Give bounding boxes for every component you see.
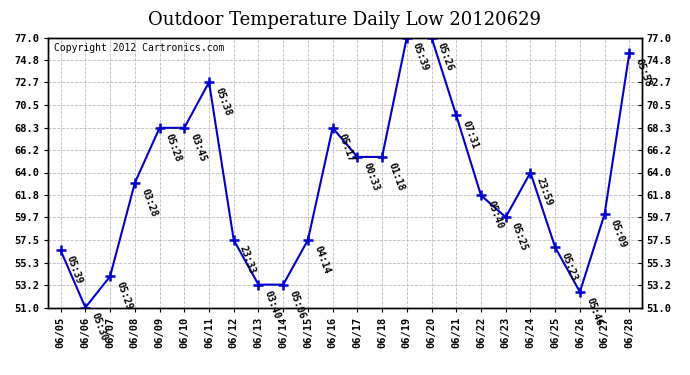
Text: 05:28: 05:28: [164, 132, 183, 163]
Text: 05:30: 05:30: [90, 312, 109, 343]
Text: 04:14: 04:14: [312, 244, 331, 275]
Text: 03:45: 03:45: [188, 132, 208, 163]
Text: 05:46: 05:46: [584, 296, 604, 327]
Text: 05:38: 05:38: [213, 86, 233, 117]
Text: 03:40: 03:40: [263, 289, 282, 320]
Text: 05:17: 05:17: [337, 132, 356, 163]
Text: Copyright 2012 Cartronics.com: Copyright 2012 Cartronics.com: [55, 43, 225, 53]
Text: 05:06: 05:06: [287, 289, 307, 320]
Text: 05:23: 05:23: [560, 251, 579, 282]
Text: 05:25: 05:25: [510, 221, 529, 252]
Text: 07:31: 07:31: [460, 120, 480, 151]
Text: 05:39: 05:39: [411, 42, 431, 73]
Text: 05:29: 05:29: [115, 280, 134, 312]
Text: 00:33: 00:33: [362, 161, 381, 192]
Text: Outdoor Temperature Daily Low 20120629: Outdoor Temperature Daily Low 20120629: [148, 11, 542, 29]
Text: 05:26: 05:26: [435, 42, 455, 73]
Text: 23:33: 23:33: [238, 244, 257, 275]
Text: 23:59: 23:59: [535, 177, 554, 208]
Text: 05:09: 05:09: [609, 218, 628, 249]
Text: 03:28: 03:28: [139, 187, 159, 218]
Text: 05:40: 05:40: [485, 200, 504, 231]
Text: 05:58: 05:58: [633, 57, 653, 88]
Text: 05:39: 05:39: [65, 255, 84, 286]
Text: 01:18: 01:18: [386, 161, 406, 192]
